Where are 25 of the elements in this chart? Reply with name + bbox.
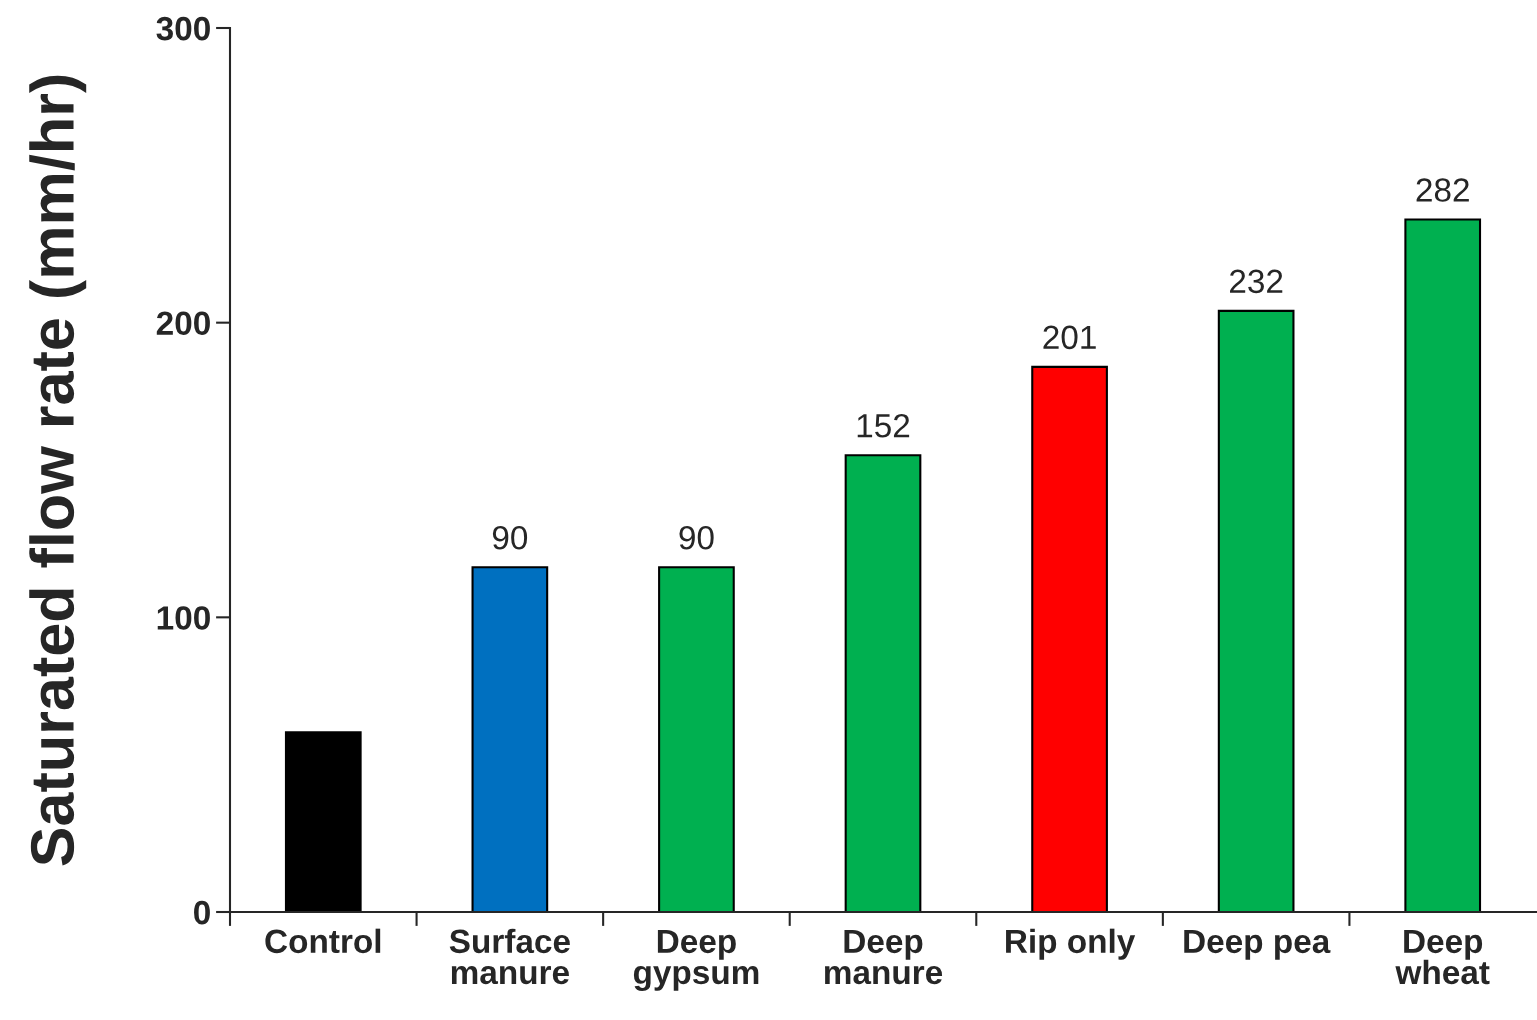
x-tick-label: Surface manure — [449, 928, 570, 985]
bar — [284, 731, 362, 912]
y-tick-label: 200 — [156, 311, 210, 336]
y-tick-label: 0 — [194, 900, 210, 925]
y-axis-title: Saturated flow rate (mm/hr) — [29, 75, 87, 866]
annotation: 152 — [857, 413, 910, 438]
annotation: 282 — [1416, 178, 1469, 202]
x-tick-label: Rip only — [1006, 928, 1136, 960]
annotation: 90 — [492, 525, 528, 550]
x-tick-label: Control — [265, 928, 381, 954]
y-tick-label: 100 — [157, 606, 210, 630]
x-tick-label: Deep manure — [824, 929, 943, 985]
bar — [1404, 218, 1482, 912]
bar — [844, 454, 922, 912]
annotation: 90 — [679, 525, 714, 550]
annotation: 201 — [1043, 325, 1096, 350]
bar — [471, 566, 549, 912]
x-tick-label: Deep pea — [1184, 929, 1331, 960]
bar — [658, 566, 735, 912]
y-tick-label: 300 — [156, 16, 210, 41]
bar — [1031, 365, 1108, 912]
x-tick-label: Deep gypsum — [633, 929, 759, 991]
bar — [1217, 309, 1295, 912]
x-tick-label: Deep wheat — [1395, 929, 1490, 985]
annotation: 232 — [1230, 269, 1283, 294]
